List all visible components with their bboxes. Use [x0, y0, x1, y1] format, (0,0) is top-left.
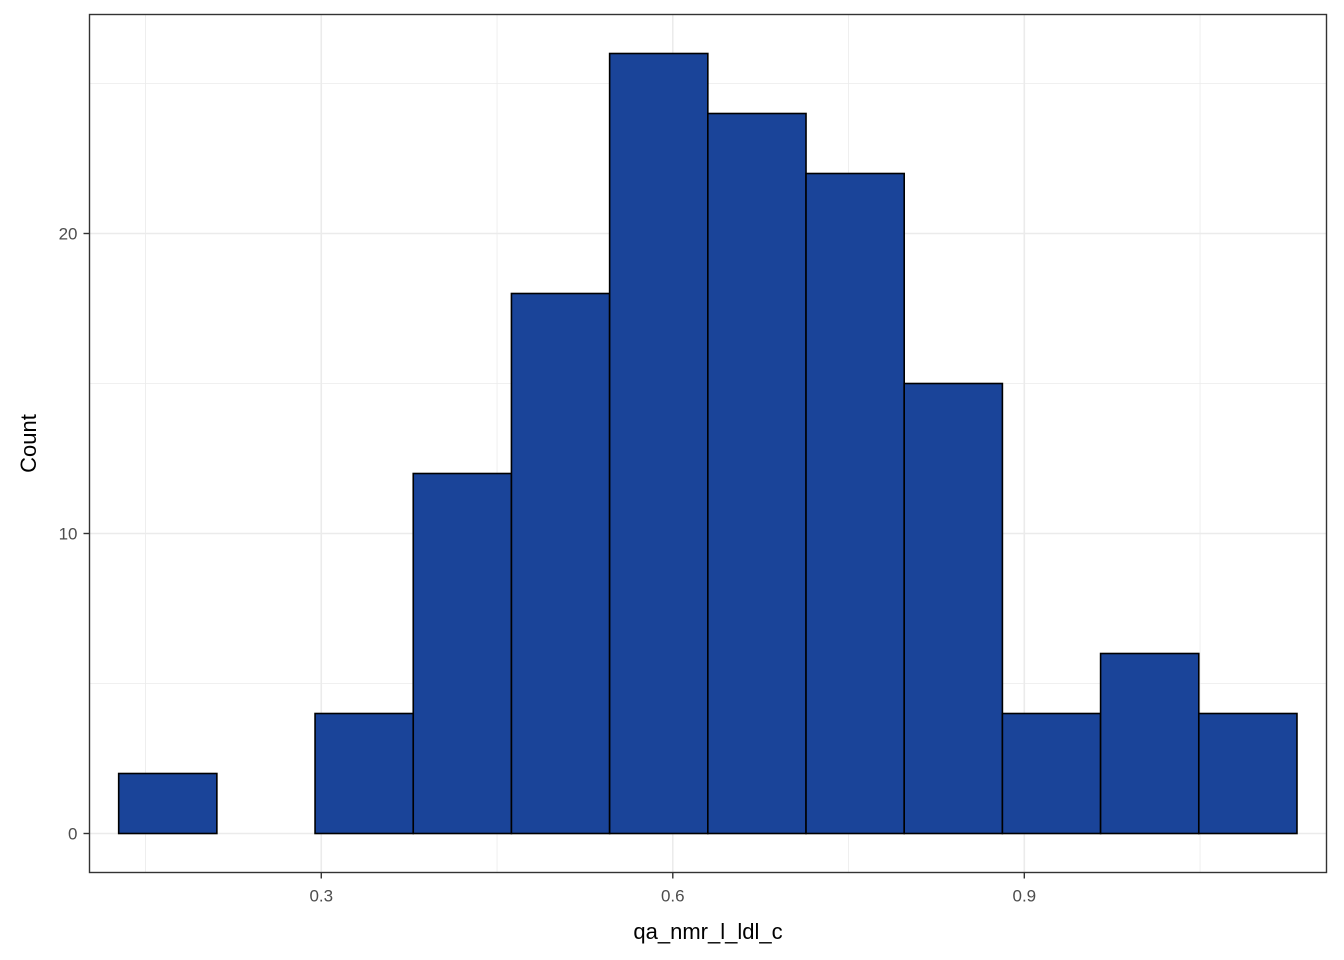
y-tick-label: 10 — [59, 525, 78, 544]
x-axis: 0.3 0.6 0.9 — [309, 872, 1036, 906]
y-axis-title: Count — [16, 414, 41, 473]
histogram-bar — [412, 472, 513, 835]
histogram-bar — [707, 112, 807, 835]
panel-border — [88, 13, 1328, 874]
x-tick-label: 0.3 — [309, 887, 333, 906]
x-axis-title: qa_nmr_l_ldl_c — [633, 919, 782, 944]
y-axis: 0 10 20 — [59, 225, 90, 844]
histogram-bar — [1099, 652, 1200, 835]
y-tick-label: 0 — [68, 825, 77, 844]
histogram-bar — [1001, 712, 1102, 835]
histogram-bar — [1197, 712, 1298, 835]
histogram-bar — [805, 172, 906, 835]
histogram-bar — [314, 712, 415, 835]
histogram-bar — [903, 382, 1004, 835]
histogram-bar — [117, 772, 218, 835]
histogram-bar — [608, 52, 709, 835]
bars — [117, 52, 1298, 835]
y-tick-label: 20 — [59, 225, 78, 244]
histogram-bar — [510, 292, 611, 835]
x-tick-label: 0.6 — [661, 887, 685, 906]
x-tick-label: 0.9 — [1012, 887, 1036, 906]
